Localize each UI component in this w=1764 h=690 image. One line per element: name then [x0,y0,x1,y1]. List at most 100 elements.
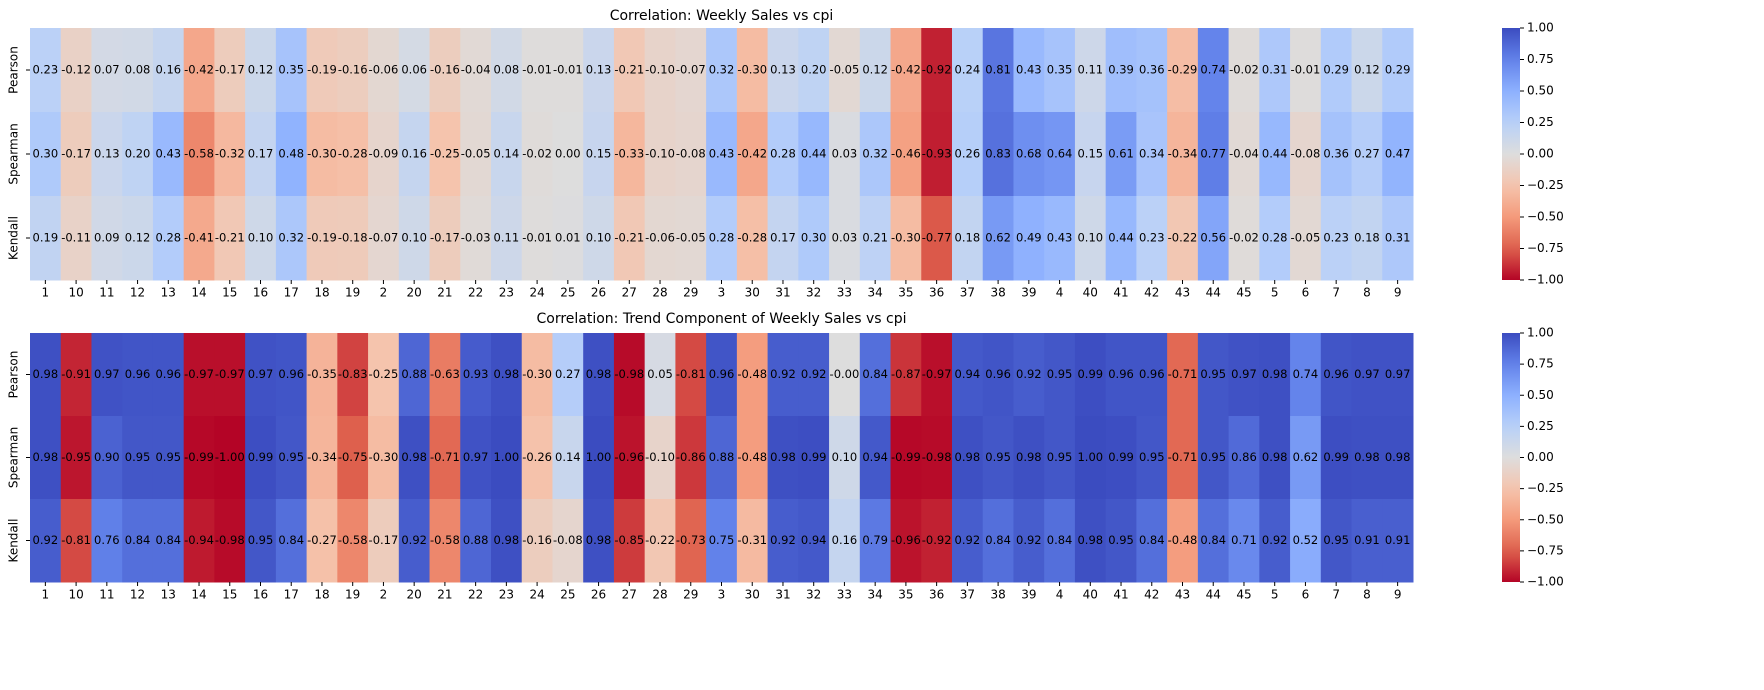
heatmap-cell [1074,196,1107,281]
heatmap-cell [152,416,185,500]
cell-label: -0.17 [369,533,399,547]
x-tick-label: 33 [837,588,852,602]
heatmap-cell [583,28,615,113]
cell-label: 0.94 [862,450,888,464]
heatmap-cell [1320,28,1353,113]
x-tick-label: 12 [130,286,145,300]
heatmap-cell [1197,196,1230,281]
heatmap-cell [767,196,799,281]
cell-label: -0.92 [922,63,952,77]
heatmap-cell [368,416,400,500]
cell-label: -0.04 [461,63,491,77]
cell-label: 0.17 [248,147,274,161]
heatmap-cell [1136,416,1168,500]
cell-label: 0.32 [278,231,304,245]
cell-label: 0.99 [1077,367,1103,381]
heatmap-cell [1382,28,1414,113]
cell-label: 0.98 [586,533,612,547]
heatmap-cell [1044,28,1076,113]
heatmap-cell [337,333,369,417]
cell-label: -0.16 [338,63,368,77]
cell-label: -0.08 [553,533,583,547]
x-tick-label: 13 [161,588,176,602]
cell-label: 0.35 [278,63,304,77]
heatmap-cell [1228,28,1260,113]
cell-label: -0.11 [61,231,91,245]
colorbar-tick-label: 0.50 [1527,388,1554,402]
heatmap-cell [429,196,461,281]
heatmap-cell [890,112,922,197]
cell-label: 0.96 [709,367,735,381]
cell-label: -0.17 [61,147,91,161]
heatmap-cell [552,196,584,281]
heatmap-cell [1105,196,1137,281]
heatmap-cell [1044,499,1076,583]
heatmap-cell [583,333,615,417]
heatmap-cell [1136,499,1168,583]
cell-label: -0.26 [522,450,552,464]
heatmap-cell [829,112,861,197]
x-tick-label: 8 [1363,286,1371,300]
cell-label: 0.96 [1108,367,1134,381]
heatmap-cell [1197,416,1230,500]
heatmap-cell [1228,416,1260,500]
heatmap-cell [982,416,1014,500]
cell-label: -0.28 [338,147,368,161]
x-tick-label: 28 [652,286,667,300]
cell-label: 0.62 [1293,450,1319,464]
heatmap-cell [1044,333,1076,417]
heatmap-cell [1228,112,1260,197]
cell-label: 0.95 [1200,367,1226,381]
cell-label: -0.21 [614,231,644,245]
heatmap-cell [1167,28,1199,113]
cell-label: 0.23 [1139,231,1165,245]
heatmap-cell [767,499,799,583]
cell-label: -0.92 [922,533,952,547]
cell-label: 0.98 [955,450,981,464]
heatmap-cell [521,28,553,113]
heatmap-cell [1382,333,1414,417]
heatmap-cell [736,112,769,197]
heatmap-cell [30,28,62,113]
cell-label: 0.06 [401,63,427,77]
x-tick-label: 37 [960,286,975,300]
cell-label: -0.95 [61,450,91,464]
heatmap-cell [921,196,953,281]
x-tick-label: 38 [990,286,1005,300]
cell-label: -0.09 [369,147,399,161]
heatmap-cell [552,28,584,113]
cell-label: 0.14 [555,450,581,464]
heatmap-cell [644,333,676,417]
x-tick-label: 20 [407,286,422,300]
cell-label: 0.91 [1354,533,1380,547]
heatmap-cell [829,333,861,417]
heatmap-cell [521,196,553,281]
cell-label: 0.44 [1108,231,1134,245]
heatmap-cell [613,499,646,583]
heatmap-cell [1167,333,1199,417]
cell-label: 0.84 [1047,533,1073,547]
cell-label: 0.27 [555,367,581,381]
cell-label: 0.19 [33,231,59,245]
cell-label: -0.02 [522,147,552,161]
heatmap-cell [644,499,676,583]
cell-label: 0.43 [709,147,735,161]
cell-label: 0.52 [1293,533,1319,547]
heatmap-cell [1136,28,1168,113]
heatmap-cell [1259,196,1291,281]
heatmap-cell [1197,112,1230,197]
cell-label: -0.18 [338,231,368,245]
heatmap-cell [152,28,185,113]
colorbar-tick-label: −0.75 [1527,543,1564,557]
heatmap-cell [1228,196,1260,281]
heatmap-cell [859,416,892,500]
heatmap-cell [122,112,154,197]
heatmap-cell [921,112,953,197]
cell-label: 0.44 [801,147,827,161]
heatmap-cell [152,333,185,417]
heatmap-cell [275,499,308,583]
heatmap-cell [460,112,492,197]
cell-label: -0.05 [830,63,860,77]
cell-label: 0.92 [1016,533,1042,547]
heatmap-cell [122,333,154,417]
